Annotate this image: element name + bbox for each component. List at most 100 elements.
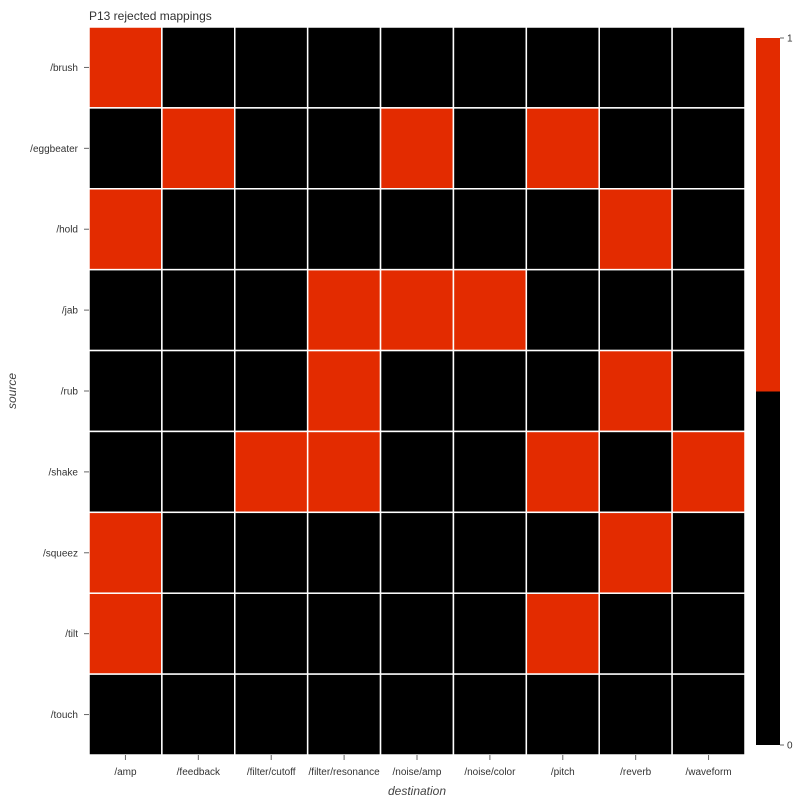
x-tick-label: /filter/resonance — [309, 767, 381, 778]
x-tick-label: /pitch — [551, 767, 575, 778]
heatmap-cell-4-3 — [306, 349, 382, 433]
heatmap-cell-7-0 — [88, 592, 163, 675]
heatmap-cell-8-6 — [525, 673, 600, 756]
heatmap-cell-0-8 — [671, 26, 746, 109]
heatmap-cell-6-2 — [234, 511, 309, 594]
heatmap-cell-3-6 — [525, 268, 600, 352]
heatmap-cell-3-5 — [452, 268, 528, 352]
heatmap-cell-1-1 — [161, 107, 236, 190]
heatmap-cell-7-7 — [598, 592, 673, 675]
heatmap-cell-8-4 — [379, 673, 455, 756]
y-tick-label: /brush — [50, 63, 78, 74]
heatmap-cell-8-1 — [161, 673, 236, 756]
y-tick-label: /touch — [51, 710, 78, 721]
heatmap-cell-3-7 — [598, 268, 673, 352]
heatmap-cell-6-7 — [598, 511, 673, 594]
heatmap-cell-7-3 — [306, 592, 382, 675]
heatmap-cell-3-3 — [306, 268, 382, 352]
heatmap-cell-5-3 — [306, 430, 382, 514]
heatmap-cell-2-8 — [671, 188, 746, 271]
heatmap-cell-6-0 — [88, 511, 163, 594]
heatmap-cell-3-0 — [88, 268, 163, 352]
heatmap-cell-0-1 — [161, 26, 236, 109]
heatmap-cell-2-6 — [525, 188, 600, 271]
heatmap-cell-2-0 — [88, 188, 163, 271]
heatmap-cell-5-7 — [598, 430, 673, 514]
y-tick-label: /eggbeater — [30, 144, 78, 155]
heatmap-cell-5-5 — [452, 430, 528, 514]
heatmap-cell-3-1 — [161, 268, 236, 352]
colorbar: 10 — [756, 34, 793, 752]
heatmap-cell-0-5 — [452, 26, 528, 109]
x-axis-ticks: /amp/feedback/filter/cutoff/filter/reson… — [114, 755, 732, 778]
heatmap-cell-1-3 — [306, 107, 382, 190]
heatmap-cell-2-4 — [379, 188, 455, 271]
heatmap-cells — [88, 26, 746, 756]
heatmap-cell-5-8 — [671, 430, 746, 514]
heatmap-cell-2-7 — [598, 188, 673, 271]
x-tick-label: /filter/cutoff — [247, 767, 296, 778]
heatmap-cell-6-6 — [525, 511, 600, 594]
chart-title: P13 rejected mappings — [89, 9, 212, 23]
heatmap-cell-5-0 — [88, 430, 163, 514]
heatmap-cell-0-4 — [379, 26, 455, 109]
heatmap-cell-8-8 — [671, 673, 746, 756]
heatmap-cell-1-0 — [88, 107, 163, 190]
heatmap-cell-2-5 — [452, 188, 528, 271]
heatmap-cell-1-4 — [379, 107, 455, 190]
heatmap-cell-4-8 — [671, 349, 746, 433]
heatmap-cell-0-7 — [598, 26, 673, 109]
heatmap-cell-8-7 — [598, 673, 673, 756]
heatmap-cell-7-2 — [234, 592, 309, 675]
heatmap-cell-4-6 — [525, 349, 600, 433]
heatmap-cell-4-7 — [598, 349, 673, 433]
heatmap-cell-0-3 — [306, 26, 382, 109]
y-tick-label: /shake — [49, 467, 79, 478]
heatmap-cell-5-4 — [379, 430, 455, 514]
heatmap-cell-4-0 — [88, 349, 163, 433]
heatmap-cell-2-1 — [161, 188, 236, 271]
heatmap-cell-6-4 — [379, 511, 455, 594]
x-tick-label: /noise/amp — [393, 767, 442, 778]
heatmap-cell-6-1 — [161, 511, 236, 594]
x-tick-label: /feedback — [177, 767, 221, 778]
heatmap-cell-7-1 — [161, 592, 236, 675]
colorbar-high-band — [756, 38, 780, 392]
heatmap-cell-0-6 — [525, 26, 600, 109]
heatmap-cell-7-6 — [525, 592, 600, 675]
heatmap-cell-2-2 — [234, 188, 309, 271]
heatmap-cell-4-5 — [452, 349, 528, 433]
heatmap-cell-7-5 — [452, 592, 528, 675]
heatmap-cell-4-1 — [161, 349, 236, 433]
y-axis-ticks: /brush/eggbeater/hold/jab/rub/shake/sque… — [30, 63, 89, 721]
y-tick-label: /rub — [61, 387, 79, 398]
colorbar-low-band — [756, 391, 780, 745]
y-axis-label: source — [5, 373, 19, 409]
heatmap-cell-8-3 — [306, 673, 382, 756]
x-tick-label: /reverb — [620, 767, 652, 778]
heatmap-cell-0-0 — [88, 26, 163, 109]
heatmap-cell-5-6 — [525, 430, 600, 514]
heatmap-cell-3-8 — [671, 268, 746, 352]
y-tick-label: /squeez — [43, 548, 78, 559]
heatmap-cell-1-2 — [234, 107, 309, 190]
heatmap-cell-4-4 — [379, 349, 455, 433]
heatmap-cell-7-4 — [379, 592, 455, 675]
heatmap-cell-2-3 — [306, 188, 382, 271]
heatmap-cell-1-7 — [598, 107, 673, 190]
heatmap-cell-7-8 — [671, 592, 746, 675]
colorbar-tick-label: 0 — [787, 741, 793, 752]
heatmap-cell-1-5 — [452, 107, 528, 190]
heatmap-cell-1-8 — [671, 107, 746, 190]
heatmap-cell-6-5 — [452, 511, 528, 594]
heatmap-cell-5-2 — [234, 430, 309, 514]
heatmap-cell-0-2 — [234, 26, 309, 109]
heatmap-cell-6-3 — [306, 511, 382, 594]
heatmap-cell-6-8 — [671, 511, 746, 594]
x-tick-label: /noise/color — [464, 767, 516, 778]
y-tick-label: /tilt — [65, 629, 78, 640]
heatmap-cell-1-6 — [525, 107, 600, 190]
heatmap-cell-8-0 — [88, 673, 163, 756]
heatmap-cell-8-5 — [452, 673, 528, 756]
